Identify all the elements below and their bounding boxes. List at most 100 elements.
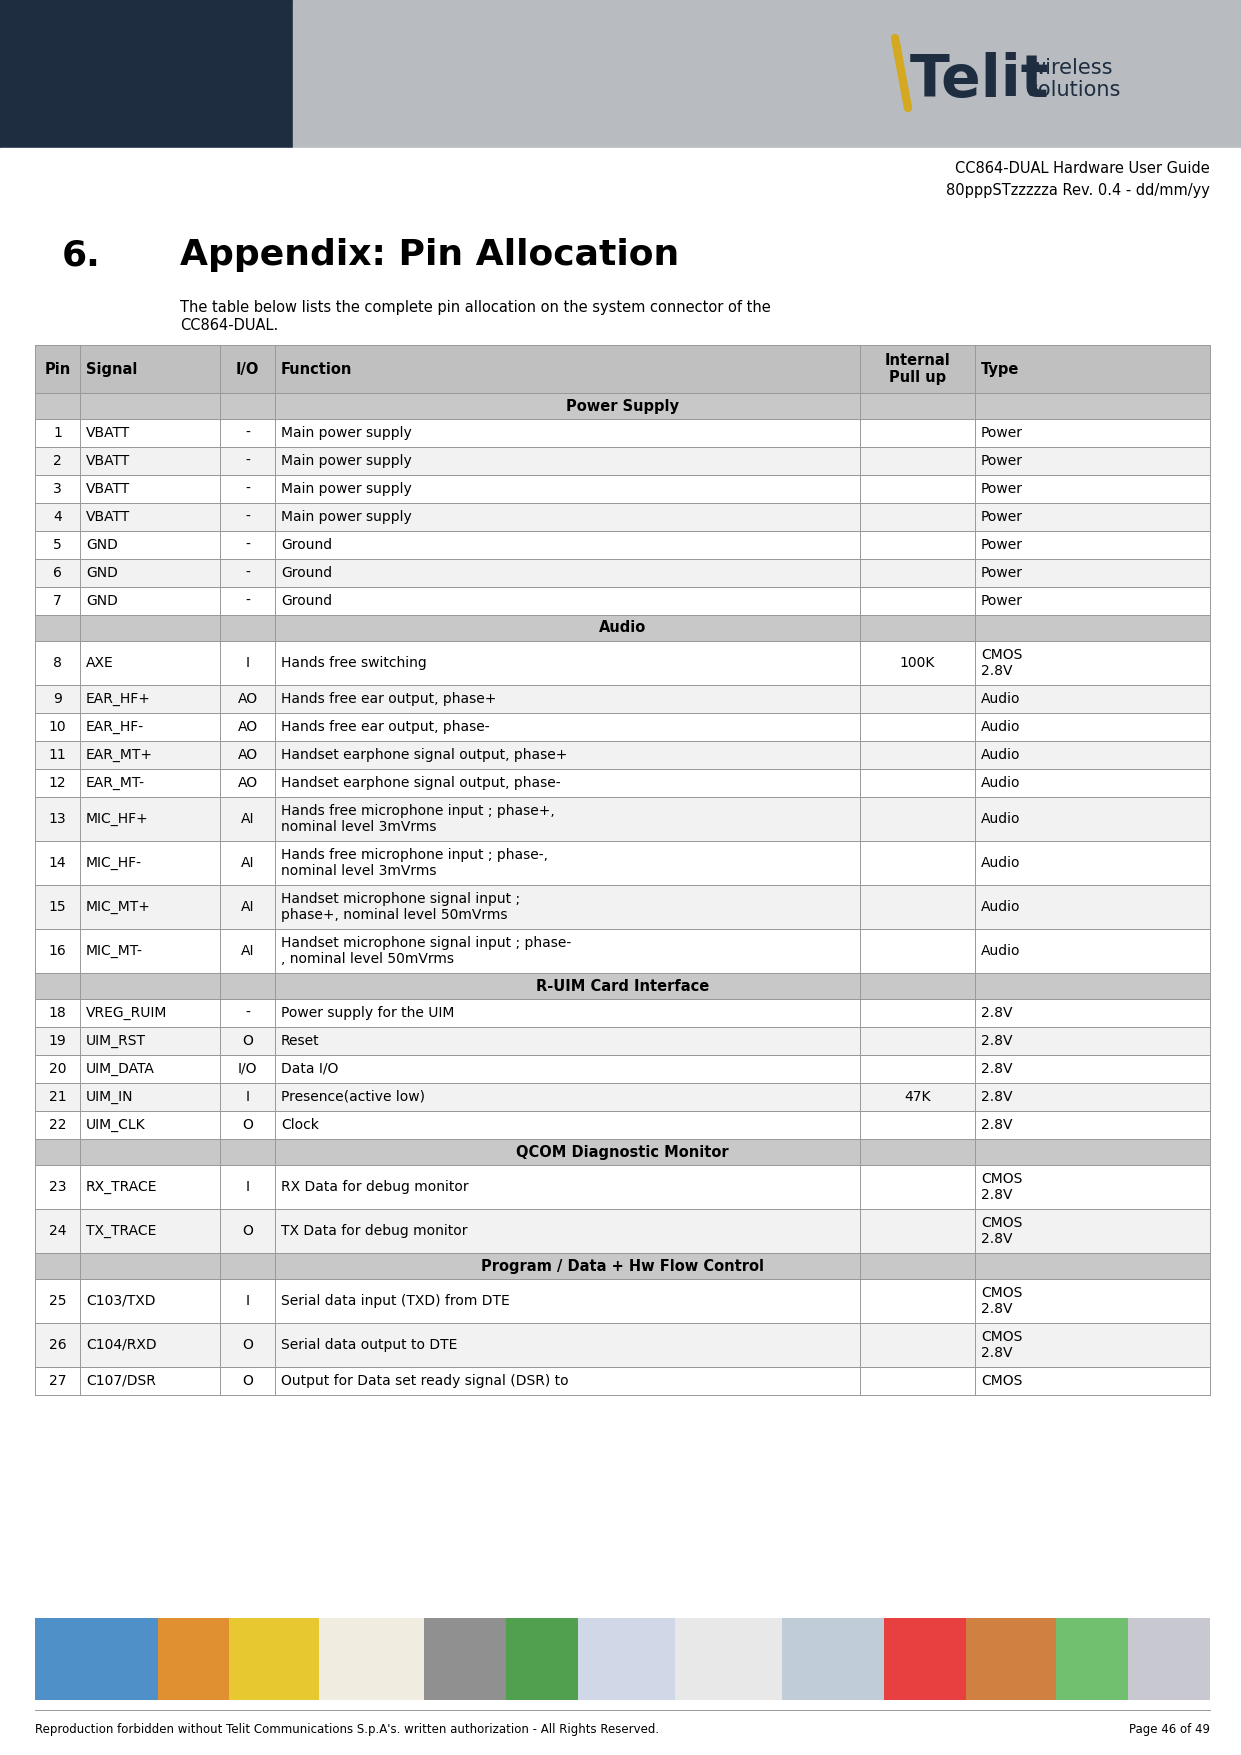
Text: Ground: Ground: [280, 539, 333, 553]
Bar: [35, 713, 1210, 741]
Text: EAR_MT-: EAR_MT-: [86, 776, 145, 790]
Text: MIC_MT-: MIC_MT-: [86, 944, 143, 958]
Text: -: -: [244, 593, 249, 607]
Text: Audio: Audio: [980, 776, 1020, 790]
Text: AO: AO: [237, 691, 258, 706]
Bar: [35, 1367, 1210, 1395]
Text: AI: AI: [241, 856, 254, 870]
Text: QCOM Diagnostic Monitor: QCOM Diagnostic Monitor: [516, 1144, 728, 1160]
Text: I: I: [246, 1293, 249, 1307]
Text: Audio: Audio: [980, 856, 1020, 870]
Text: 9: 9: [53, 691, 62, 706]
Text: CMOS
2.8V: CMOS 2.8V: [980, 1330, 1023, 1360]
Text: Power supply for the UIM: Power supply for the UIM: [280, 1006, 454, 1020]
Bar: [35, 841, 1210, 885]
Text: 13: 13: [48, 813, 66, 827]
Text: Main power supply: Main power supply: [280, 426, 412, 441]
Text: Type: Type: [980, 362, 1019, 377]
Text: 2.8V: 2.8V: [980, 1062, 1013, 1076]
Text: Power: Power: [980, 539, 1023, 553]
Text: CMOS
2.8V: CMOS 2.8V: [980, 648, 1023, 677]
Bar: [35, 1209, 1210, 1253]
Text: 2: 2: [53, 455, 62, 469]
Text: VBATT: VBATT: [86, 483, 130, 497]
Text: Hands free ear output, phase-: Hands free ear output, phase-: [280, 720, 490, 734]
Bar: [675, 1618, 783, 1701]
Text: Reset: Reset: [280, 1034, 320, 1048]
Text: 6: 6: [53, 567, 62, 579]
Text: 19: 19: [48, 1034, 66, 1048]
Bar: [0, 147, 1241, 228]
Text: RX Data for debug monitor: RX Data for debug monitor: [280, 1179, 469, 1193]
Bar: [35, 1323, 1210, 1367]
Text: Main power supply: Main power supply: [280, 483, 412, 497]
Text: VBATT: VBATT: [86, 511, 130, 525]
Text: 100K: 100K: [900, 656, 936, 670]
Text: 20: 20: [48, 1062, 66, 1076]
Text: 5: 5: [53, 539, 62, 553]
Text: UIM_RST: UIM_RST: [86, 1034, 146, 1048]
Text: Reproduction forbidden without Telit Communications S.p.A's. written authorizati: Reproduction forbidden without Telit Com…: [35, 1723, 659, 1736]
Text: 26: 26: [48, 1337, 66, 1351]
Bar: [35, 1253, 1210, 1279]
Text: Hands free microphone input ; phase-,
nominal level 3mVrms: Hands free microphone input ; phase-, no…: [280, 848, 549, 878]
Bar: [35, 586, 1210, 614]
Text: AI: AI: [241, 813, 254, 827]
Text: 2.8V: 2.8V: [980, 1006, 1013, 1020]
Text: Handset earphone signal output, phase-: Handset earphone signal output, phase-: [280, 776, 561, 790]
Text: Hands free microphone input ; phase+,
nominal level 3mVrms: Hands free microphone input ; phase+, no…: [280, 804, 555, 834]
Text: Handset earphone signal output, phase+: Handset earphone signal output, phase+: [280, 748, 567, 762]
Bar: [35, 560, 1210, 586]
Bar: [35, 769, 1210, 797]
Text: 7: 7: [53, 593, 62, 607]
Text: CMOS
2.8V: CMOS 2.8V: [980, 1286, 1023, 1316]
Text: Audio: Audio: [980, 720, 1020, 734]
Text: wireless: wireless: [1028, 58, 1112, 77]
Text: Ground: Ground: [280, 593, 333, 607]
Text: 16: 16: [48, 944, 66, 958]
Bar: [158, 1618, 230, 1701]
Text: 15: 15: [48, 900, 66, 914]
Text: TX Data for debug monitor: TX Data for debug monitor: [280, 1223, 468, 1237]
Text: Presence(active low): Presence(active low): [280, 1090, 424, 1104]
Text: AO: AO: [237, 748, 258, 762]
Bar: [35, 928, 1210, 972]
Text: -: -: [244, 567, 249, 579]
Text: TX_TRACE: TX_TRACE: [86, 1223, 156, 1237]
Text: 47K: 47K: [905, 1090, 931, 1104]
Bar: [35, 797, 1210, 841]
Text: 2.8V: 2.8V: [980, 1090, 1013, 1104]
Text: Audio: Audio: [980, 944, 1020, 958]
Text: O: O: [242, 1337, 253, 1351]
Text: Page 46 of 49: Page 46 of 49: [1129, 1723, 1210, 1736]
Bar: [35, 448, 1210, 476]
Text: 1: 1: [53, 426, 62, 441]
Text: UIM_CLK: UIM_CLK: [86, 1118, 145, 1132]
Text: UIM_DATA: UIM_DATA: [86, 1062, 155, 1076]
Text: Signal: Signal: [86, 362, 138, 377]
Text: Serial data output to DTE: Serial data output to DTE: [280, 1337, 458, 1351]
Text: MIC_HF-: MIC_HF-: [86, 856, 141, 870]
Text: Ground: Ground: [280, 567, 333, 579]
Text: solutions: solutions: [1028, 81, 1122, 100]
Text: Power: Power: [980, 593, 1023, 607]
Bar: [783, 1618, 884, 1701]
Text: MIC_MT+: MIC_MT+: [86, 900, 151, 914]
Bar: [35, 1618, 158, 1701]
Bar: [293, 0, 1241, 147]
Bar: [35, 1279, 1210, 1323]
Text: CMOS
2.8V: CMOS 2.8V: [980, 1216, 1023, 1246]
Bar: [35, 684, 1210, 713]
Text: Power: Power: [980, 426, 1023, 441]
Text: Output for Data set ready signal (DSR) to: Output for Data set ready signal (DSR) t…: [280, 1374, 568, 1388]
Text: CMOS: CMOS: [980, 1374, 1023, 1388]
Text: O: O: [242, 1118, 253, 1132]
Text: 4: 4: [53, 511, 62, 525]
Text: Audio: Audio: [980, 748, 1020, 762]
Text: AXE: AXE: [86, 656, 114, 670]
Text: 18: 18: [48, 1006, 66, 1020]
Text: O: O: [242, 1034, 253, 1048]
Text: 27: 27: [48, 1374, 66, 1388]
Text: O: O: [242, 1223, 253, 1237]
Bar: [35, 1139, 1210, 1165]
